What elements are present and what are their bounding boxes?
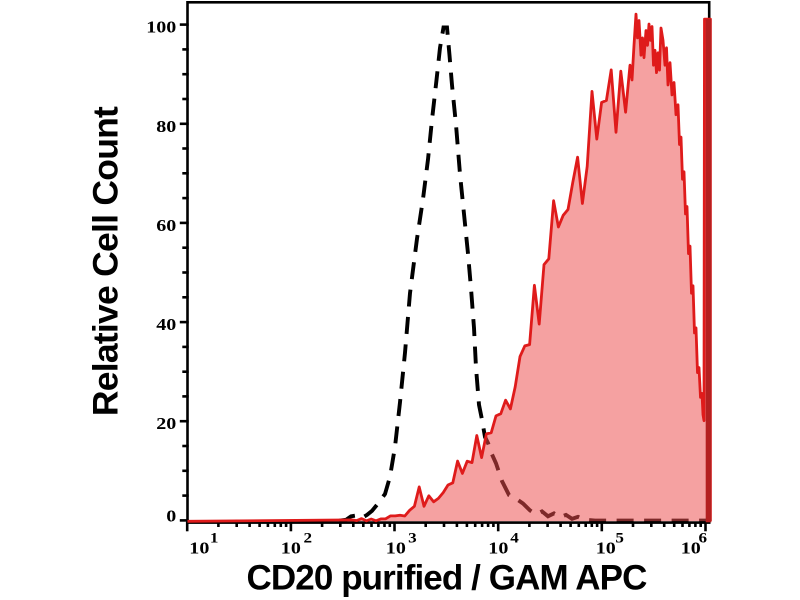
svg-text:10: 10 [281, 539, 301, 558]
svg-text:40: 40 [156, 315, 176, 334]
svg-text:5: 5 [615, 530, 624, 546]
svg-text:60: 60 [156, 216, 176, 235]
svg-text:0: 0 [166, 507, 176, 526]
svg-text:10: 10 [189, 539, 209, 558]
svg-text:20: 20 [156, 415, 176, 434]
svg-text:4: 4 [510, 530, 519, 546]
svg-text:10: 10 [681, 539, 701, 558]
svg-text:10: 10 [488, 539, 508, 558]
svg-text:1: 1 [210, 530, 219, 546]
svg-text:10: 10 [386, 539, 406, 558]
svg-text:2: 2 [304, 530, 313, 546]
svg-text:Relative Cell Count: Relative Cell Count [86, 106, 126, 416]
svg-text:CD20 purified / GAM APC: CD20 purified / GAM APC [247, 559, 648, 598]
svg-text:6: 6 [699, 530, 708, 546]
svg-text:80: 80 [156, 117, 176, 136]
svg-text:10: 10 [596, 539, 616, 558]
svg-text:100: 100 [146, 18, 176, 37]
svg-text:3: 3 [408, 530, 417, 546]
